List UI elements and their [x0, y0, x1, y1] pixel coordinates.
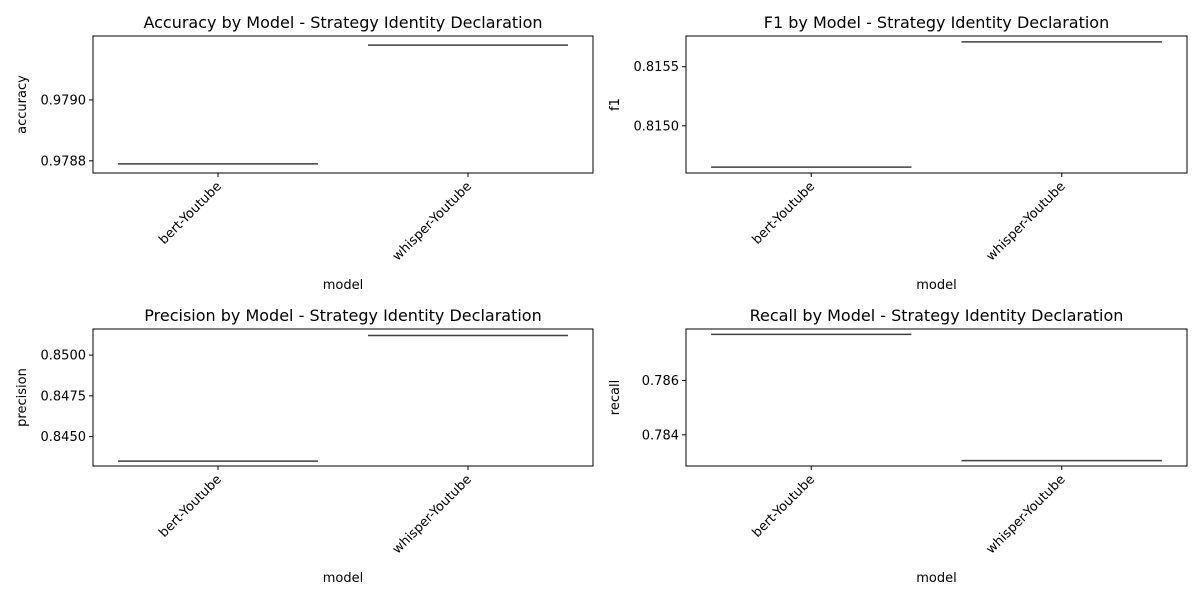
x-tick-label: whisper-Youtube — [984, 472, 1069, 557]
y-tick-label: 0.8475 — [41, 389, 87, 404]
x-tick-label: whisper-Youtube — [390, 179, 475, 264]
subplot-title: Precision by Model - Strategy Identity D… — [144, 306, 541, 325]
y-axis-label: accuracy — [15, 75, 30, 134]
y-tick-label: 0.8155 — [634, 60, 680, 75]
plot-frame — [92, 328, 594, 467]
x-tick-label: whisper-Youtube — [390, 472, 475, 557]
plot-frame — [685, 328, 1188, 467]
subplot-recall: Recall by Model - Strategy Identity Decl… — [608, 306, 1188, 586]
x-axis-label: model — [916, 278, 956, 293]
y-axis-label: precision — [15, 368, 30, 427]
subplot-precision: Precision by Model - Strategy Identity D… — [15, 306, 594, 586]
y-tick-label: 0.9788 — [41, 154, 87, 169]
x-axis-label: model — [323, 278, 363, 293]
y-tick-label: 0.8150 — [634, 119, 680, 134]
y-tick-label: 0.8500 — [41, 349, 87, 364]
subplot-f1: F1 by Model - Strategy Identity Declarat… — [608, 13, 1188, 293]
subplot-title: Recall by Model - Strategy Identity Decl… — [750, 306, 1124, 325]
x-axis-label: model — [323, 571, 363, 586]
subplot-title: F1 by Model - Strategy Identity Declarat… — [764, 13, 1109, 32]
y-axis-label: recall — [608, 380, 623, 415]
y-tick-label: 0.784 — [642, 428, 679, 443]
subplot-accuracy: Accuracy by Model - Strategy Identity De… — [15, 13, 594, 293]
y-axis-label: f1 — [608, 98, 623, 111]
x-tick-label: bert-Youtube — [156, 179, 224, 247]
y-tick-label: 0.9790 — [41, 93, 87, 108]
x-tick-label: bert-Youtube — [750, 472, 818, 540]
plot-frame — [92, 35, 594, 174]
x-tick-label: bert-Youtube — [156, 472, 224, 540]
subplot-title: Accuracy by Model - Strategy Identity De… — [143, 13, 542, 32]
plot-frame — [685, 35, 1188, 174]
y-tick-label: 0.786 — [642, 374, 679, 389]
y-tick-label: 0.8450 — [41, 430, 87, 445]
x-axis-label: model — [916, 571, 956, 586]
x-tick-label: whisper-Youtube — [984, 179, 1069, 264]
x-tick-label: bert-Youtube — [750, 179, 818, 247]
